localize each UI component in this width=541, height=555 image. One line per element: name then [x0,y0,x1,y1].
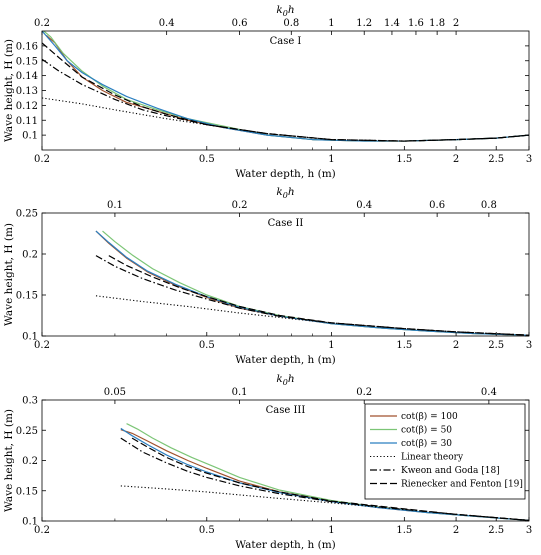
series-group [42,31,529,142]
y-axis-label: Wave height, H (m) [3,39,15,142]
x-tick-label: 0.2 [34,525,50,536]
panel-2: 0.2 0.5 1 1.5 2 2.5 30.10.150.20.250.1 0.2 0.4 0.… [3,186,532,366]
x-tick-label: 0.5 [199,154,215,165]
y-axis-label: Wave height, H (m) [3,223,15,326]
top-tick-label: 0.6 [232,18,248,29]
plot-frame [41,212,530,337]
y-tick-label: 0.16 [16,41,38,52]
y-tick-label: 0.13 [16,86,38,97]
series-line-5 [95,255,529,336]
y-tick-label: 0.2 [22,456,38,467]
panel-1: 0.2 0.5 1 1.5 2 2.5 3 0.1 0.11 0.12 0.13 0.14 0.15 0.… [3,4,532,180]
legend-entry: Linear theory [401,453,464,463]
x-tick-label: 1 [328,340,334,351]
series-line-6 [108,255,529,336]
top-tick-label: 0.1 [232,387,248,398]
y-axis-label: Wave height, H (m) [3,409,15,512]
top-tick-label: 0.4 [356,200,372,211]
x-axis-label: Water depth, h (m) [235,539,336,550]
x-tick-label: 3 [526,340,532,351]
series-line-1 [46,35,529,142]
legend: cot(β) = 100 cot(β) = 50 cot(β) = 30 Linear… [364,403,526,500]
top-tick-label: 1.4 [384,18,400,29]
legend-entry: cot(β) = 30 [401,438,452,449]
y-tick-label: 0.25 [16,209,38,220]
top-axis-label: k0h [276,186,294,200]
y-tick-label: 0.2 [22,250,38,261]
top-tick-label: 0.2 [356,387,372,398]
panel-title: Case III [266,405,306,416]
x-tick-label: 1 [328,154,334,165]
top-tick-label: 1.2 [356,18,372,29]
y-tick-label: 0.1 [22,332,38,343]
top-tick-label: 0.2 [34,18,50,29]
y-tick-label: 0.14 [16,71,38,82]
series-line-5 [42,58,529,142]
top-tick-label: 0.8 [481,200,497,211]
y-tick-label: 0.11 [16,116,38,127]
x-tick-label: 2 [453,340,459,351]
y-tick-label: 0.1 [22,131,38,142]
y-tick-label: 0.1 [22,517,38,528]
panel-3: 0.2 0.5 1 1.5 2 2.5 30.10.150.20.250.30.05 0.1 0… [3,373,532,551]
top-tick-label: 0.1 [107,200,123,211]
panel-title: Case I [270,36,302,47]
x-tick-label: 0.5 [199,340,215,351]
x-tick-label: 3 [526,154,532,165]
top-tick-label: 0.6 [429,200,445,211]
x-tick-label: 0.5 [199,525,215,536]
y-tick-label: 0.25 [16,426,38,437]
x-axis-label: Water depth, h (m) [235,354,336,366]
legend-entry: cot(β) = 50 [401,425,452,436]
top-axis-label: k0h [276,4,294,18]
x-tick-label: 2 [453,525,459,536]
series-line-6 [42,42,529,142]
series-line-3 [95,230,529,336]
x-axis-label: Water depth, h (m) [235,168,336,180]
series-line-4 [95,295,529,336]
legend-entry: Kweon and Goda [18] [401,466,500,476]
x-tick-label: 1 [328,525,334,536]
x-tick-label: 0.2 [34,154,50,165]
x-tick-label: 1.5 [396,340,412,351]
top-axis-label: k0h [276,373,294,387]
top-tick-label: 0.4 [159,18,175,29]
series-line-4 [42,97,529,142]
top-tick-label: 1.8 [429,18,445,29]
x-tick-label: 1.5 [396,154,412,165]
panel-title: Case II [268,218,304,229]
series-line-3 [42,31,529,142]
series-group [95,230,529,336]
x-tick-label: 2.5 [488,340,504,351]
top-tick-label: 0.4 [481,387,497,398]
series-line-2 [102,230,529,336]
y-tick-label: 0.3 [22,396,38,407]
top-tick-label: 0.2 [232,200,248,211]
top-tick-label: 1.6 [408,18,424,29]
x-tick-label: 1.5 [396,525,412,536]
top-tick-label: 1 [328,18,334,29]
series-line-1 [95,230,529,336]
x-tick-label: 3 [526,525,532,536]
x-tick-label: 2.5 [488,525,504,536]
legend-entry: cot(β) = 100 [401,411,458,422]
y-tick-label: 0.15 [16,486,38,497]
x-tick-label: 2.5 [488,154,504,165]
legend-entry: Rienecker and Fenton [19] [401,480,523,490]
top-tick-label: 0.05 [104,387,126,398]
series-group [120,423,529,521]
top-tick-label: 0.8 [283,18,299,29]
x-tick-label: 0.2 [34,340,50,351]
x-tick-label: 2 [453,154,459,165]
top-tick-label: 2 [453,18,459,29]
y-tick-label: 0.15 [16,291,38,302]
series-line-6 [131,437,529,521]
y-tick-label: 0.15 [16,56,38,67]
y-tick-label: 0.12 [16,101,38,112]
